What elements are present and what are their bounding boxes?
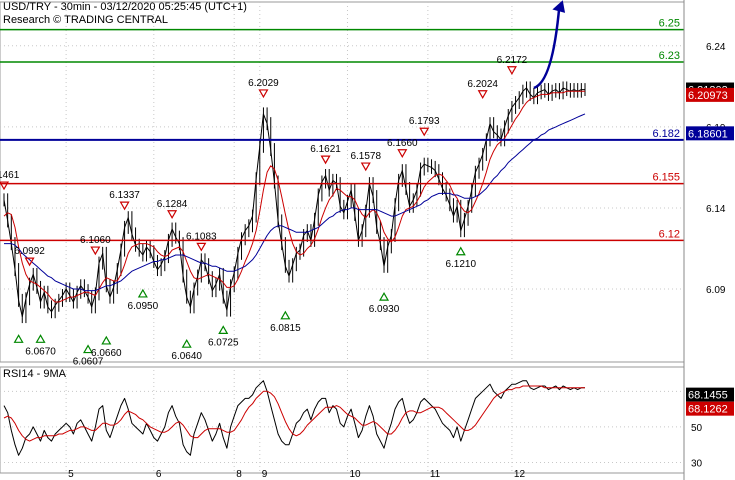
level-label: 6.155 (652, 172, 680, 184)
high-label: 6.1461 (0, 170, 20, 181)
rsi-line (3, 380, 585, 456)
high-label: 6.1083 (186, 231, 217, 242)
low-label: 6.0640 (171, 351, 202, 362)
high-label: 6.2172 (497, 55, 528, 66)
high-marker (477, 90, 488, 99)
low-marker (378, 291, 390, 301)
low-label: 6.0815 (270, 323, 301, 334)
rsi-badge (686, 401, 734, 416)
low-label: 6.0670 (25, 346, 56, 357)
high-marker (360, 162, 371, 172)
high-label: 6.1337 (109, 190, 140, 201)
rsi-badge (686, 387, 734, 402)
low-marker (137, 288, 148, 298)
rsi-tick-label: 30 (691, 458, 703, 469)
axis-layer: 6.096.146.196.2456891011123050706.213036… (68, 0, 734, 480)
high-label: 6.1793 (409, 116, 440, 127)
high-marker (506, 66, 517, 75)
level-label: 6.12 (659, 228, 680, 240)
low-marker (218, 325, 229, 335)
low-marker (35, 334, 46, 343)
high-label: 6.1660 (387, 138, 418, 149)
high-marker (320, 155, 331, 165)
low-marker (13, 334, 24, 343)
high-marker (90, 246, 101, 256)
high-label: 6.1621 (310, 144, 341, 155)
forecast-arrow (533, 5, 561, 90)
low-label: 6.0725 (208, 337, 239, 348)
low-label: 6.0660 (91, 348, 122, 359)
low-label: 6.0930 (369, 304, 400, 315)
levels-layer: 6.25 6.23 6.182 6.155 6.12 (0, 18, 684, 242)
y-tick-label: 6.09 (706, 285, 726, 296)
high-label: 6.1060 (80, 235, 111, 246)
rsi-ma-line (3, 385, 585, 442)
low-label: 6.0950 (128, 301, 159, 312)
x-tick-label: 10 (349, 469, 361, 480)
high-marker (0, 181, 10, 191)
rsi-badge-label: 68.1455 (688, 390, 728, 402)
level-label: 6.23 (659, 50, 680, 62)
high-marker (258, 89, 269, 99)
low-label: 6.1210 (445, 259, 476, 270)
low-marker (101, 335, 112, 345)
y-tick-label: 6.24 (706, 42, 726, 53)
x-tick-label: 6 (156, 469, 162, 480)
high-label: 6.0992 (14, 246, 45, 257)
low-marker (83, 344, 94, 354)
high-label: 6.1578 (350, 151, 381, 162)
low-label: 6.0607 (73, 357, 104, 368)
y-tick-label: 6.14 (706, 204, 726, 215)
annotation-layer: 6.1461 6.0992 6.0670 6.0607 6.1060 6.0660 6.13… (0, 0, 566, 368)
high-marker (24, 257, 35, 267)
rsi-title: RSI14 - 9MA (3, 368, 66, 380)
price-badge-label: 6.18601 (688, 128, 728, 140)
x-tick-label: 8 (236, 469, 242, 480)
price-line (3, 87, 585, 318)
level-label: 6.182 (652, 128, 680, 140)
high-marker (196, 242, 207, 252)
price-badge (686, 126, 734, 141)
high-marker (419, 127, 430, 137)
main-panel-frame (0, 1, 685, 363)
high-marker (397, 149, 408, 158)
rsi-badge-label: 68.1262 (688, 404, 728, 416)
rsi-tick-label: 50 (691, 423, 703, 434)
high-marker (167, 210, 178, 219)
ma-fast-line (3, 90, 585, 303)
low-marker (280, 310, 291, 320)
high-label: 6.1284 (157, 199, 188, 210)
series-layer (3, 81, 586, 456)
price-badge-label: 6.20973 (688, 90, 728, 102)
x-tick-label: 12 (514, 469, 526, 480)
low-marker (455, 246, 466, 256)
high-marker (119, 201, 130, 211)
x-tick-label: 5 (68, 469, 74, 480)
chart-title: USD/TRY - 30min - 03/12/2020 05:25:45 (U… (3, 1, 247, 13)
high-label: 6.2024 (467, 79, 498, 90)
high-label: 6.2029 (248, 78, 279, 89)
price-badge (686, 87, 734, 102)
rsi-panel-frame (0, 366, 685, 474)
low-marker (181, 338, 192, 348)
chart-subtitle: Research © TRADING CENTRAL (3, 14, 168, 26)
x-tick-label: 9 (262, 469, 268, 480)
level-label: 6.25 (659, 18, 680, 30)
forecast-arrowhead (552, 0, 566, 13)
ma-slow-line (4, 113, 586, 292)
x-tick-label: 11 (430, 469, 441, 480)
